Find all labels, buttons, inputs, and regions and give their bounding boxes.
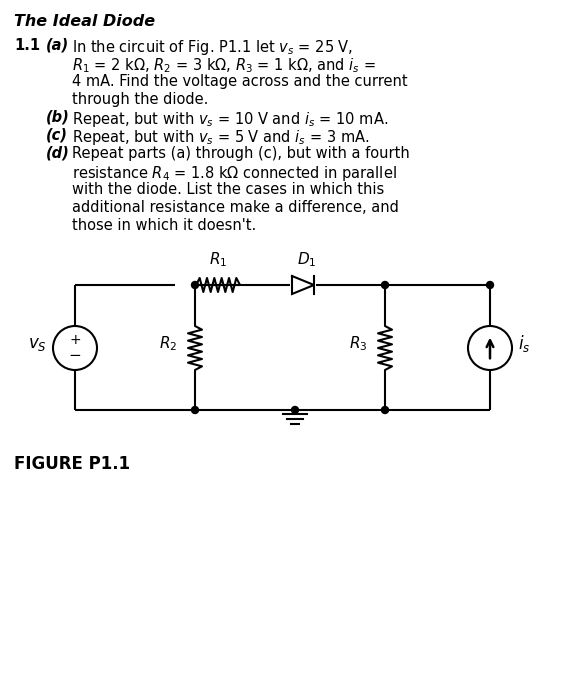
Text: The Ideal Diode: The Ideal Diode xyxy=(14,14,155,29)
Text: (c): (c) xyxy=(46,128,68,143)
Text: 1.1: 1.1 xyxy=(14,38,40,53)
Text: Repeat, but with $v_s$ = 10 V and $i_s$ = 10 mA.: Repeat, but with $v_s$ = 10 V and $i_s$ … xyxy=(72,110,388,129)
Text: −: − xyxy=(68,349,81,363)
Text: $R_2$: $R_2$ xyxy=(159,335,177,354)
Text: $i_s$: $i_s$ xyxy=(518,333,531,354)
Text: $v_S$: $v_S$ xyxy=(28,335,47,353)
Circle shape xyxy=(382,281,389,288)
Circle shape xyxy=(382,407,389,414)
Text: Repeat parts (a) through (c), but with a fourth: Repeat parts (a) through (c), but with a… xyxy=(72,146,409,161)
Text: resistance $R_4$ = 1.8 k$\Omega$ connected in parallel: resistance $R_4$ = 1.8 k$\Omega$ connect… xyxy=(72,164,397,183)
Text: $D_1$: $D_1$ xyxy=(298,251,317,269)
Text: those in which it doesn't.: those in which it doesn't. xyxy=(72,218,256,233)
Text: (d): (d) xyxy=(46,146,70,161)
Text: through the diode.: through the diode. xyxy=(72,92,208,107)
Text: additional resistance make a difference, and: additional resistance make a difference,… xyxy=(72,200,399,215)
Text: Repeat, but with $v_s$ = 5 V and $i_s$ = 3 mA.: Repeat, but with $v_s$ = 5 V and $i_s$ =… xyxy=(72,128,369,147)
Circle shape xyxy=(487,281,494,288)
Text: (a): (a) xyxy=(46,38,69,53)
Text: FIGURE P1.1: FIGURE P1.1 xyxy=(14,455,130,473)
Circle shape xyxy=(191,407,198,414)
Circle shape xyxy=(191,281,198,288)
Text: $R_1$: $R_1$ xyxy=(209,251,227,269)
Text: $R_3$: $R_3$ xyxy=(349,335,367,354)
Text: 4 mA. Find the voltage across and the current: 4 mA. Find the voltage across and the cu… xyxy=(72,74,408,89)
Text: with the diode. List the cases in which this: with the diode. List the cases in which … xyxy=(72,182,384,197)
Text: $R_1$ = 2 k$\Omega$, $R_2$ = 3 k$\Omega$, $R_3$ = 1 k$\Omega$, and $i_s$ =: $R_1$ = 2 k$\Omega$, $R_2$ = 3 k$\Omega$… xyxy=(72,56,376,75)
Text: (b): (b) xyxy=(46,110,70,125)
Circle shape xyxy=(292,407,299,414)
Text: In the circuit of Fig. P1.1 let $v_s$ = 25 V,: In the circuit of Fig. P1.1 let $v_s$ = … xyxy=(72,38,353,57)
Text: +: + xyxy=(69,333,81,347)
